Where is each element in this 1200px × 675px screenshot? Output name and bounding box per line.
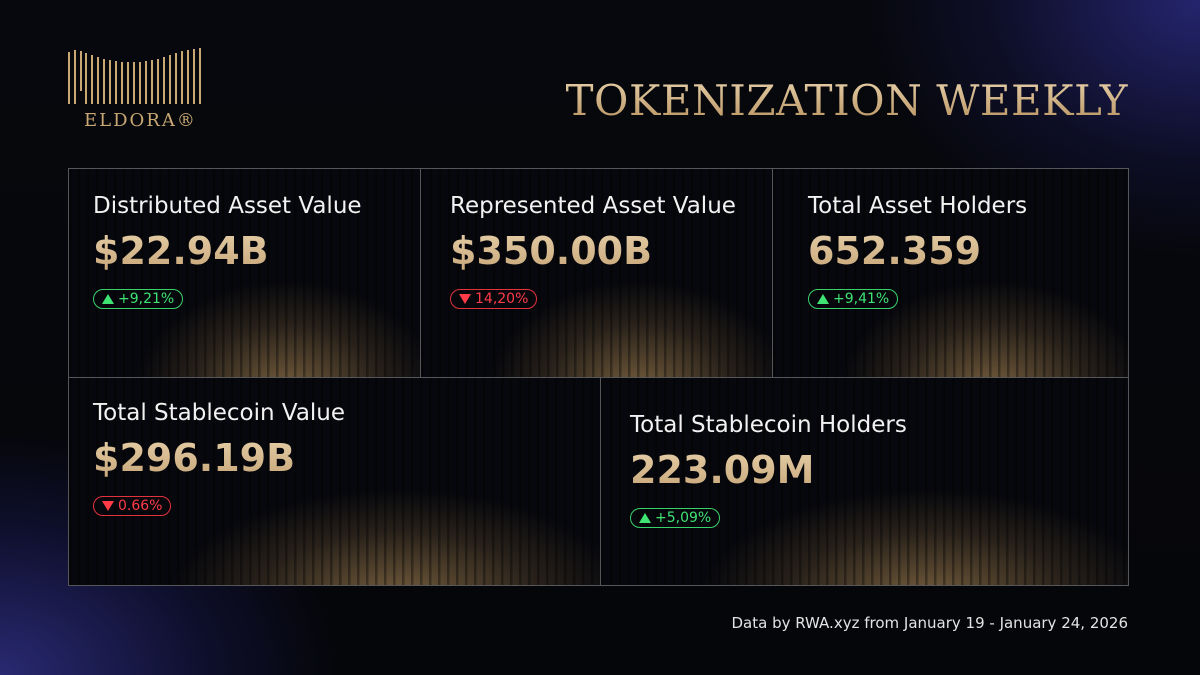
change-badge: +5,09% — [630, 508, 721, 528]
change-badge: +9,21% — [93, 289, 184, 309]
metric-value: 223.09M — [630, 448, 1128, 492]
arrow-up-icon — [102, 294, 114, 304]
metric-label: Total Asset Holders — [808, 193, 1028, 219]
card-glow — [69, 169, 420, 377]
arrow-down-icon — [102, 501, 114, 511]
change-badge: 0.66% — [93, 496, 172, 516]
metric-card-total-stablecoin-holders: Total Stablecoin Holders 223.09M +5,09% — [600, 377, 1129, 586]
metric-label: Total Stablecoin Value — [93, 400, 346, 426]
metric-value: $296.19B — [93, 436, 600, 480]
arrow-up-icon — [639, 513, 651, 523]
logo-bars-icon — [68, 48, 201, 104]
arrow-down-icon — [459, 294, 471, 304]
card-glow — [773, 169, 1128, 377]
data-source-note: Data by RWA.xyz from January 19 - Januar… — [731, 614, 1128, 632]
metric-value: $22.94B — [93, 229, 420, 273]
metric-value: $350.00B — [450, 229, 772, 273]
arrow-up-icon — [817, 294, 829, 304]
metric-card-total-stablecoin-value: Total Stablecoin Value $296.19B 0.66% — [68, 377, 601, 586]
card-glow — [69, 378, 600, 585]
metric-card-distributed-asset-value: Distributed Asset Value $22.94B +9,21% — [68, 168, 421, 378]
metric-label: Distributed Asset Value — [93, 193, 362, 219]
page-title: TOKENIZATION WEEKLY — [565, 76, 1128, 125]
metric-value: 652.359 — [808, 229, 1128, 273]
change-text: +9,41% — [833, 291, 890, 307]
change-badge: 14,20% — [450, 289, 538, 309]
change-text: +5,09% — [655, 510, 712, 526]
logo-text: ELDORA® — [84, 110, 197, 131]
metric-label: Total Stablecoin Holders — [630, 412, 907, 438]
change-text: +9,21% — [118, 291, 175, 307]
card-glow — [421, 169, 772, 377]
eldora-logo: ELDORA® — [64, 46, 204, 136]
card-glow — [601, 378, 1128, 585]
metric-label: Represented Asset Value — [450, 193, 736, 219]
change-badge: +9,41% — [808, 289, 899, 309]
metric-card-represented-asset-value: Represented Asset Value $350.00B 14,20% — [420, 168, 773, 378]
metric-card-total-asset-holders: Total Asset Holders 652.359 +9,41% — [772, 168, 1129, 378]
change-text: 14,20% — [475, 291, 529, 307]
metrics-grid: Distributed Asset Value $22.94B +9,21% R… — [68, 168, 1129, 586]
change-text: 0.66% — [118, 498, 163, 514]
